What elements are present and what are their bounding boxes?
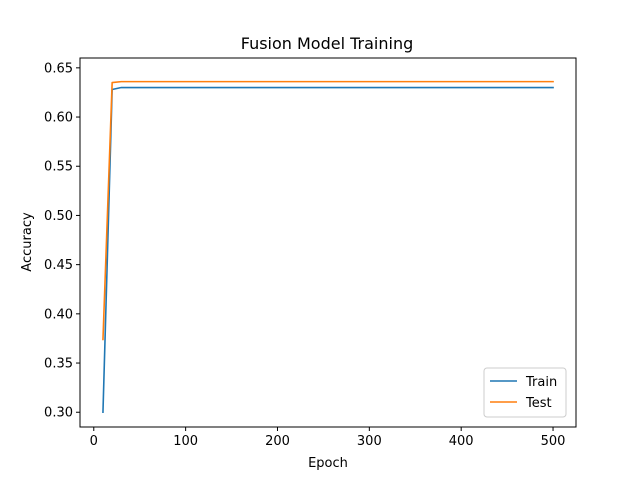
plot-frame bbox=[79, 57, 577, 428]
y-tick-label: 0.55 bbox=[44, 160, 73, 175]
series-line-train bbox=[102, 86, 554, 414]
legend-label-test: Test bbox=[525, 396, 552, 411]
y-tick-label: 0.30 bbox=[44, 406, 73, 421]
series-line-test bbox=[102, 80, 554, 341]
y-axis-ticks: 0.30 0.35 0.40 0.45 0.50 0.55 0.60 0.65 bbox=[44, 61, 80, 421]
x-tick-label: 500 bbox=[541, 434, 566, 449]
y-axis-label: Accuracy bbox=[20, 212, 35, 272]
x-tick-label: 200 bbox=[265, 434, 290, 449]
y-tick-label: 0.65 bbox=[44, 61, 73, 76]
chart-title: Fusion Model Training bbox=[241, 34, 414, 53]
y-tick-label: 0.35 bbox=[44, 357, 73, 372]
x-axis-ticks: 0 100 200 300 400 500 bbox=[90, 427, 566, 449]
y-tick-label: 0.50 bbox=[44, 209, 73, 224]
x-tick-label: 100 bbox=[173, 434, 198, 449]
legend: Train Test bbox=[483, 367, 567, 418]
x-tick-label: 400 bbox=[449, 434, 474, 449]
y-tick-label: 0.45 bbox=[44, 258, 73, 273]
legend-label-train: Train bbox=[525, 375, 557, 390]
plot-lines bbox=[102, 80, 554, 414]
y-tick-label: 0.40 bbox=[44, 307, 73, 322]
x-tick-label: 300 bbox=[357, 434, 382, 449]
y-tick-label: 0.60 bbox=[44, 111, 73, 126]
x-tick-label: 0 bbox=[90, 434, 98, 449]
x-axis-label: Epoch bbox=[308, 456, 348, 471]
